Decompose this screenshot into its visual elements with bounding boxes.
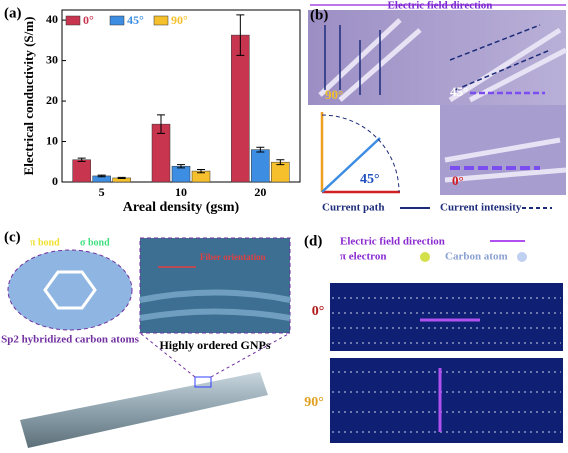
panel-label: (a) xyxy=(4,5,22,21)
annotation: 0° xyxy=(452,173,464,188)
y-tick-label: 0 xyxy=(52,174,58,188)
legend-label: 45° xyxy=(127,13,144,27)
x-tick-label: 20 xyxy=(254,185,266,199)
legend-swatch xyxy=(153,15,169,26)
lattice xyxy=(330,358,563,443)
error-bar xyxy=(276,159,285,166)
panel-label: (b) xyxy=(310,7,328,23)
error-bar xyxy=(197,168,205,174)
error-bar xyxy=(157,114,165,134)
x-axis-label: Areal density (gsm) xyxy=(123,200,240,215)
bar xyxy=(72,159,91,183)
annotation: 45° xyxy=(450,84,468,99)
atom-icon xyxy=(517,252,527,262)
x-tick-label: 10 xyxy=(175,185,187,199)
x-tick-label: 5 xyxy=(99,185,105,199)
lattice xyxy=(330,283,563,351)
annotation: 0° xyxy=(312,304,325,319)
axis-arrow xyxy=(321,137,381,193)
gnp-texture xyxy=(139,289,291,321)
panel-c xyxy=(7,237,291,448)
atom-diagram xyxy=(7,249,133,331)
y-tick-label: 40 xyxy=(46,12,58,26)
micrograph xyxy=(308,10,566,105)
bar xyxy=(231,34,250,183)
annotation: σ bond xyxy=(80,237,110,248)
annotation: 45° xyxy=(360,172,380,187)
y-tick-label: 30 xyxy=(46,52,58,66)
annotation: π electron xyxy=(340,251,386,263)
annotation: Current intensity xyxy=(440,202,522,214)
y-tick-label: 10 xyxy=(46,133,58,147)
annotation: Fiber orientation xyxy=(200,252,266,262)
annotation: Electric field direction xyxy=(340,236,445,248)
error-bar xyxy=(117,176,126,180)
bar xyxy=(271,161,290,183)
annotation: Sp2 hybridized carbon atoms xyxy=(1,334,140,346)
error-bar xyxy=(256,146,265,153)
atom-rows xyxy=(332,297,561,433)
electron-icon xyxy=(420,252,430,262)
annotation: π bond xyxy=(30,237,60,248)
annotation: 90° xyxy=(325,87,343,102)
annotation: Carbon atom xyxy=(445,251,508,263)
legend-swatch xyxy=(65,15,81,26)
error-bar xyxy=(97,174,106,178)
current-arrows xyxy=(449,24,551,91)
y-tick-label: 20 xyxy=(46,93,58,107)
hexagon xyxy=(43,270,97,310)
annotation: Current path xyxy=(322,202,384,214)
panel-label: (d) xyxy=(304,233,322,249)
zoom-box xyxy=(194,376,212,388)
bar xyxy=(171,165,191,183)
legend-label: 90° xyxy=(171,13,188,27)
error-bar xyxy=(177,164,185,169)
panel-d xyxy=(330,240,563,443)
annotation: 90° xyxy=(304,395,324,410)
bar xyxy=(251,149,270,183)
error-bar xyxy=(77,157,86,162)
arc xyxy=(321,114,400,193)
error-bar xyxy=(236,14,245,56)
legend-swatch xyxy=(109,15,125,26)
y-axis-label: Electrical conductivity (S/m) xyxy=(21,17,36,176)
current-arrows xyxy=(324,25,381,95)
fiber xyxy=(20,372,268,448)
annotation: Highly ordered GNPs xyxy=(159,338,270,352)
panel-b xyxy=(308,4,568,209)
legend-label: 0° xyxy=(83,13,94,27)
panel-label: (c) xyxy=(4,229,21,245)
annotation: Electric field direction xyxy=(388,0,493,12)
